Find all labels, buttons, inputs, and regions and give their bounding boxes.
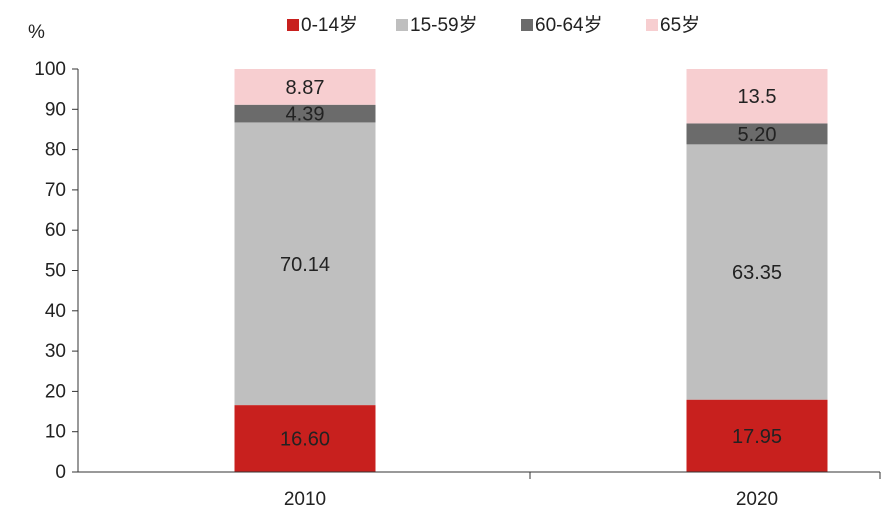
x-category-label: 2020 xyxy=(736,489,778,510)
bar-segment xyxy=(234,405,376,472)
bar-data-label: 70.14 xyxy=(280,254,330,276)
legend-label: 15-59岁 xyxy=(410,14,478,36)
bars-group: 16.60 70.14 4.39 8.87 17.95 63.35 5.20 13.5 xyxy=(234,69,828,472)
legend-swatch xyxy=(521,19,533,31)
legend-swatch xyxy=(646,19,658,31)
bar-segment xyxy=(686,399,828,472)
y-axis: 0 10 20 30 40 50 60 70 80 90 100 xyxy=(34,59,79,483)
legend-label: 65岁 xyxy=(660,14,700,36)
bar-segment xyxy=(234,69,376,105)
bar-data-label: 63.35 xyxy=(732,262,782,284)
legend: 0-14岁 15-59岁 60-64岁 65岁 xyxy=(287,14,700,36)
y-tick-label: 30 xyxy=(45,341,66,362)
y-tick-label: 10 xyxy=(45,422,66,443)
y-tick-label: 70 xyxy=(45,180,66,201)
y-tick-label: 60 xyxy=(45,220,66,241)
bar-data-label: 16.60 xyxy=(280,429,330,451)
y-tick-label: 90 xyxy=(45,99,66,120)
legend-label: 60-64岁 xyxy=(535,14,603,36)
y-tick-label: 40 xyxy=(45,301,66,322)
x-category-label: 2010 xyxy=(284,489,326,510)
bar-data-label: 8.87 xyxy=(286,77,325,99)
bar-data-label: 5.20 xyxy=(738,124,777,146)
y-tick-label: 0 xyxy=(55,462,66,483)
legend-swatch xyxy=(396,19,408,31)
y-tick-label: 20 xyxy=(45,381,66,402)
y-tick-label: 50 xyxy=(45,261,66,282)
y-tick-label: 80 xyxy=(45,140,66,161)
bar-data-label: 17.95 xyxy=(732,426,782,448)
x-axis: 2010 2020 xyxy=(78,471,881,510)
legend-label: 0-14岁 xyxy=(301,14,358,36)
bar-segment xyxy=(234,122,376,406)
bar-data-label: 13.5 xyxy=(738,86,777,108)
y-axis-unit-label: % xyxy=(28,22,45,43)
bar-segment xyxy=(686,123,828,145)
bar-segment xyxy=(686,69,828,124)
bar-segment xyxy=(234,104,376,123)
legend-swatch xyxy=(287,19,299,31)
bar-data-label: 4.39 xyxy=(286,104,325,126)
bar-segment xyxy=(686,144,828,400)
y-tick-label: 100 xyxy=(34,59,66,80)
